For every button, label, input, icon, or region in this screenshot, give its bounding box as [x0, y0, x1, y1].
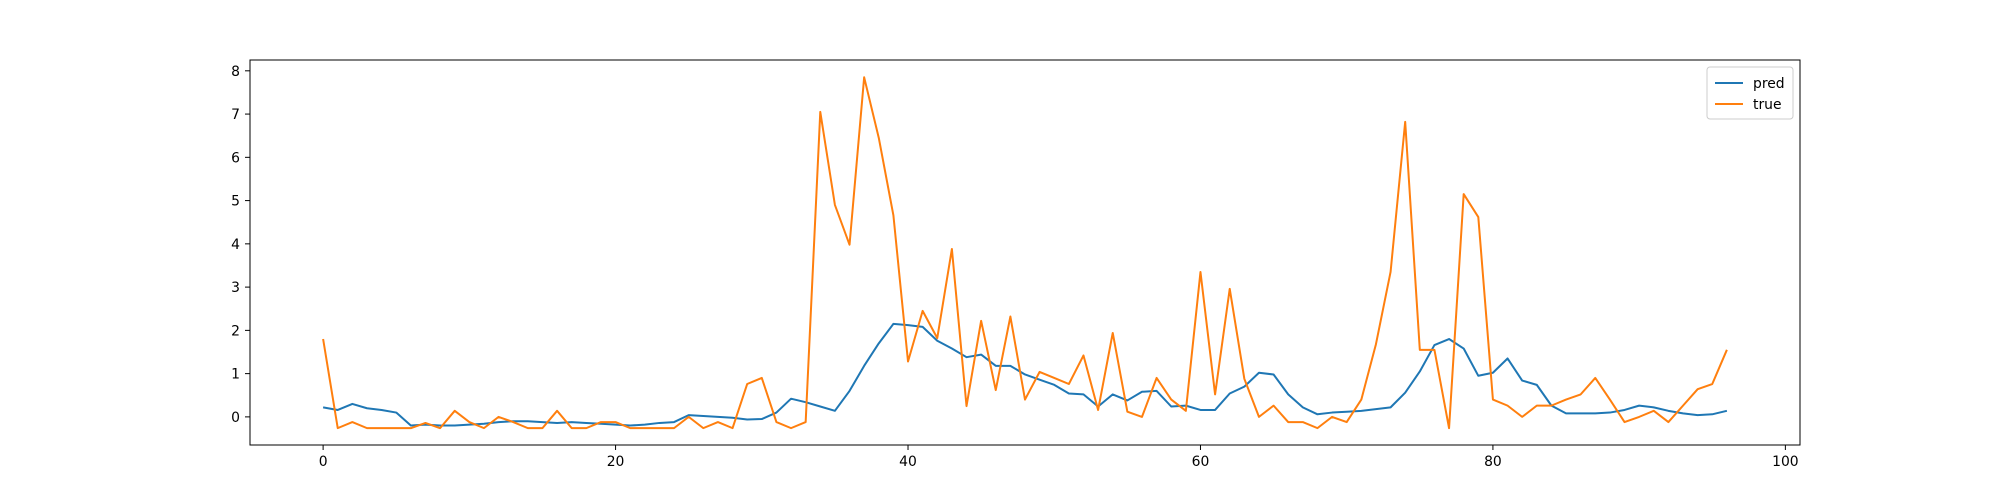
legend-label-pred: pred: [1753, 76, 1785, 92]
x-tick-label: 0: [319, 454, 328, 470]
y-tick-label: 2: [231, 323, 240, 339]
series-line-pred: [322, 322, 1728, 427]
x-tick-label: 80: [1484, 454, 1502, 470]
y-tick-label: 8: [231, 64, 240, 80]
x-axis: 0 20 40 60 80 100: [319, 445, 1799, 470]
plot-frame: [249, 59, 1801, 446]
x-tick-label: 40: [899, 454, 917, 470]
y-tick-label: 1: [231, 367, 240, 383]
y-tick-label: 0: [231, 410, 240, 426]
series-lines: [322, 76, 1728, 430]
x-tick-label: 100: [1772, 454, 1799, 470]
legend-box: [1706, 66, 1794, 120]
y-axis: 0 1 2 3 4 5 6 7 8: [231, 64, 250, 426]
y-tick-label: 4: [231, 237, 240, 253]
legend-label-true: true: [1753, 97, 1782, 113]
y-tick-label: 5: [231, 194, 240, 210]
series-line-true: [322, 76, 1728, 430]
y-tick-label: 6: [231, 150, 240, 166]
x-tick-label: 60: [1192, 454, 1210, 470]
x-tick-label: 20: [607, 454, 625, 470]
y-tick-label: 3: [231, 280, 240, 296]
y-tick-label: 7: [231, 107, 240, 123]
legend: pred true: [1706, 66, 1794, 120]
